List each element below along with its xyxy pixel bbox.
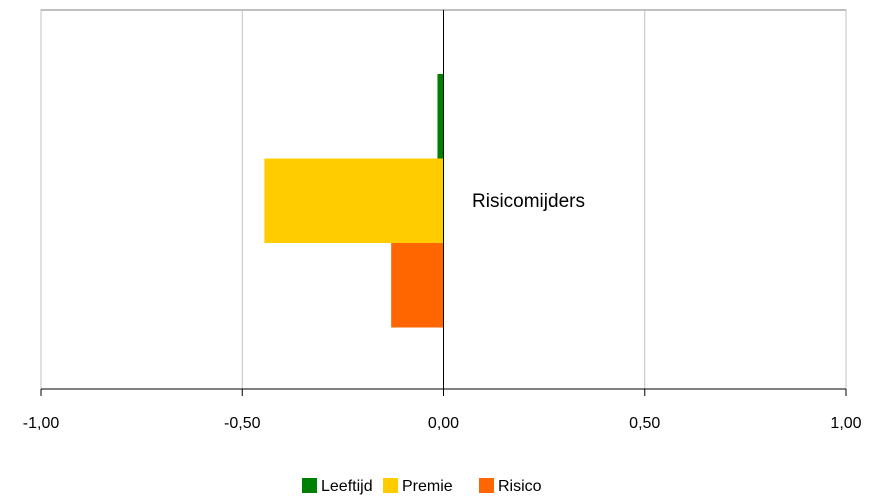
- x-tick-label: -1,00: [23, 415, 60, 432]
- axis-layer: [40, 10, 847, 396]
- x-tick-label: -0,50: [224, 415, 261, 432]
- bar-premie: [264, 158, 444, 243]
- x-tick-label: 0,50: [629, 415, 660, 432]
- legend-label: Premie: [402, 478, 453, 495]
- legend-swatch: [479, 478, 494, 493]
- legend-item-leeftijd: Leeftijd: [302, 478, 373, 495]
- legend-label: Leeftijd: [321, 478, 373, 495]
- legend-item-risico: Risico: [479, 478, 542, 495]
- legend-item-premie: Premie: [383, 478, 453, 495]
- label-layer: -1,00 -0,50 0,00 0,50 1,00 Risicomijders: [23, 191, 862, 432]
- legend-swatch: [383, 478, 398, 493]
- legend-swatch: [302, 478, 317, 493]
- bar-risico: [391, 243, 444, 328]
- category-label: Risicomijders: [472, 191, 585, 212]
- x-tick-label: 1,00: [830, 415, 861, 432]
- legend: Leeftijd Premie Risico: [302, 478, 542, 495]
- bar-layer: [264, 74, 444, 328]
- bar-leeftijd: [437, 74, 444, 159]
- legend-label: Risico: [498, 478, 542, 495]
- x-tick-label: 0,00: [428, 415, 459, 432]
